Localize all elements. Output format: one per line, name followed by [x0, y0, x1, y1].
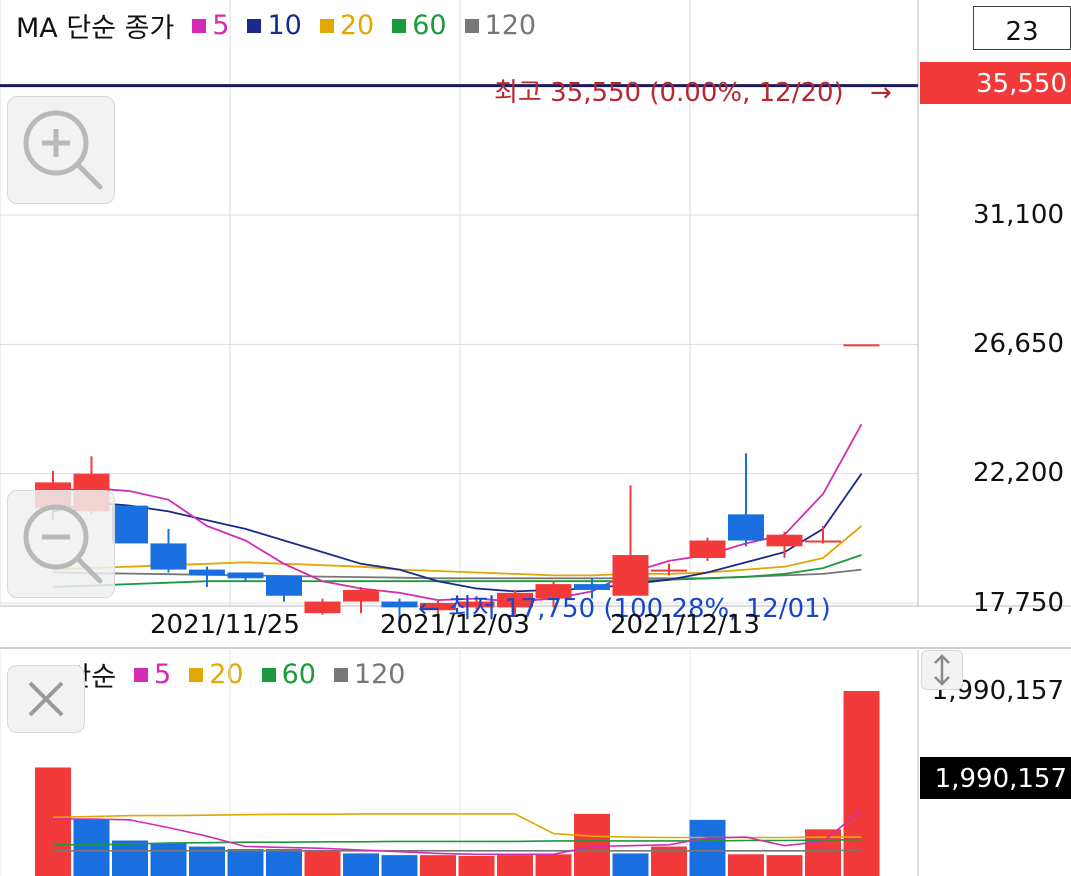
- candle-body: [728, 514, 764, 541]
- y-tick-label: 31,100: [973, 200, 1064, 230]
- legend-label-ma5: 5: [212, 10, 230, 41]
- candle-body: [651, 569, 687, 572]
- volume-bar: [112, 840, 148, 876]
- candle-body: [766, 534, 803, 547]
- x-tick-label: 2021/12/03: [380, 610, 530, 640]
- volume-bar: [612, 853, 649, 876]
- x-tick-label: 2021/12/13: [610, 610, 760, 640]
- volume-ma60-line: [53, 838, 862, 846]
- volume-bar: [574, 813, 610, 876]
- candle-body: [112, 505, 148, 544]
- volume-bar: [73, 819, 110, 876]
- volume-bar: [728, 854, 764, 876]
- candle-body: [805, 540, 841, 543]
- volume-bar: [458, 855, 495, 876]
- volume-bar: [150, 843, 187, 876]
- legend-swatch-vma20: [189, 667, 204, 682]
- candle-body: [420, 603, 456, 611]
- candle-body: [266, 575, 302, 596]
- price-ma20-line: [52, 525, 863, 577]
- candle-body: [843, 344, 880, 347]
- y-tick-label: 26,650: [973, 329, 1064, 359]
- high-price-annotation: 최고 35,550 (0.00%, 12/20) →: [494, 72, 892, 109]
- candle-body: [227, 572, 264, 579]
- legend-swatch-ma120: [464, 18, 479, 33]
- legend-label-vma120: 120: [353, 659, 406, 690]
- price-ma5-line: [52, 423, 863, 603]
- volume-bar: [420, 855, 456, 876]
- zoom-out-icon: [23, 504, 103, 584]
- candle-body: [381, 601, 418, 608]
- candle-body: [689, 540, 726, 558]
- legend-label-vma20: 20: [209, 659, 244, 690]
- volume-bar: [689, 819, 726, 876]
- legend-label-ma10: 10: [267, 10, 302, 41]
- price-ma-legend: MA 단순 종가 5 10 20 60 120: [16, 6, 536, 45]
- high-annotation-text: 최고 35,550 (0.00%, 12/20): [494, 78, 844, 108]
- period-value-box[interactable]: 23: [973, 6, 1071, 50]
- candle-body: [304, 601, 341, 614]
- high-annotation-arrow: →: [869, 78, 892, 108]
- legend-swatch-ma60: [392, 18, 407, 33]
- low-price-annotation: ← 최저 17,750 (100.28%, 12/01): [418, 594, 831, 624]
- volume-chart[interactable]: [0, 650, 1071, 876]
- volume-ma5-line: [53, 809, 863, 856]
- legend-swatch-ma20: [319, 18, 334, 33]
- volume-bar: [266, 849, 302, 876]
- current-price-tag: 35,550: [920, 62, 1071, 104]
- panel-divider: [0, 647, 1071, 649]
- candle-body: [612, 555, 649, 596]
- volume-bar: [227, 849, 264, 876]
- price-chart[interactable]: [0, 0, 1071, 650]
- legend-swatch-vma120: [333, 667, 348, 682]
- candle-body: [574, 584, 610, 590]
- candle-body: [497, 592, 533, 608]
- candle-body: [189, 569, 225, 576]
- close-icon: [28, 681, 64, 717]
- legend-label-vma5: 5: [154, 659, 172, 690]
- candle-body: [458, 601, 495, 608]
- candle-body: [343, 589, 379, 602]
- volume-bar: [535, 854, 572, 876]
- volume-bar: [343, 853, 379, 876]
- price-ma10-line: [52, 473, 863, 593]
- legend-label-ma120: 120: [484, 10, 537, 41]
- volume-bar: [35, 767, 71, 876]
- volume-bar: [381, 855, 418, 876]
- close-indicator-button[interactable]: [7, 665, 85, 733]
- zoom-in-icon: [23, 110, 103, 190]
- resize-vertical-icon: [934, 654, 950, 686]
- zoom-in-button[interactable]: [7, 96, 115, 204]
- volume-current-tag: 1,990,157: [920, 757, 1071, 799]
- volume-bar: [766, 855, 803, 876]
- legend-label-ma20: 20: [339, 10, 375, 41]
- volume-ma120-line: [53, 849, 862, 852]
- candle-body: [150, 543, 187, 570]
- price-legend-title: MA 단순 종가: [16, 13, 175, 44]
- legend-swatch-vma60: [261, 667, 276, 682]
- legend-swatch-vma5: [134, 667, 149, 682]
- resize-panel-button[interactable]: [921, 650, 963, 690]
- volume-bar: [843, 691, 880, 876]
- legend-label-vma60: 60: [281, 659, 316, 690]
- volume-bar: [497, 855, 533, 876]
- y-tick-label: 17,750: [973, 588, 1064, 618]
- volume-bar: [304, 850, 341, 876]
- volume-ma20-line: [52, 813, 862, 839]
- y-tick-label: 22,200: [973, 458, 1064, 488]
- legend-label-ma60: 60: [412, 10, 447, 41]
- candle-body: [535, 584, 572, 599]
- legend-swatch-ma5: [192, 18, 207, 33]
- price-ma60-line: [52, 554, 862, 588]
- legend-swatch-ma10: [247, 18, 262, 33]
- zoom-out-button[interactable]: [7, 490, 115, 598]
- x-tick-label: 2021/11/25: [150, 610, 300, 640]
